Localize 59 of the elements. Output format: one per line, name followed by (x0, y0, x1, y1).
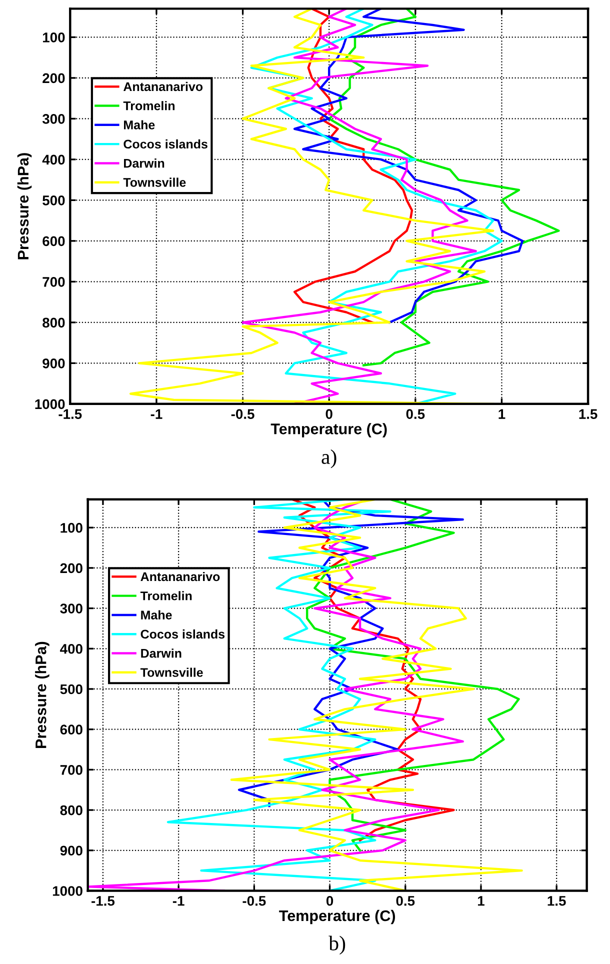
legend-label: Townsville (123, 178, 186, 187)
line-series (290, 499, 455, 842)
y-axis-title: Pressure (hPa) (17, 153, 32, 260)
legend-label: Darwin (124, 158, 164, 168)
line-series (238, 499, 464, 808)
line-series (293, 8, 524, 324)
y-tick-label: 900 (42, 358, 65, 368)
y-tick-label: 100 (60, 522, 82, 533)
x-tick-label: 0 (326, 409, 332, 419)
y-tick-label: 800 (42, 318, 65, 328)
x-tick-label: 1 (498, 409, 506, 419)
line-series (306, 499, 520, 852)
x-tick-label: 0.5 (396, 896, 415, 906)
legend-label: Mahe (124, 120, 155, 130)
legend-label: Cocos islands (140, 629, 225, 639)
x-tick-label: -0.5 (231, 409, 254, 419)
text: b) (328, 936, 346, 955)
y-tick-label: 400 (60, 644, 82, 654)
legend-label: Tromelin (140, 591, 192, 600)
legend-label: Darwin (141, 648, 182, 658)
y-tick-label: 300 (42, 114, 65, 124)
x-tick-label: -1 (172, 896, 184, 906)
y-tick-label: 600 (42, 236, 65, 246)
x-tick-label: -1.5 (92, 896, 115, 906)
legend-label: Antananarivo (140, 572, 220, 582)
x-tick-label: 0 (326, 896, 334, 906)
legend-label: Antananarivo (123, 82, 203, 92)
x-axis-title: Temperature (C) (270, 423, 387, 438)
line-series (328, 8, 560, 366)
x-tick-label: -0.5 (242, 896, 266, 906)
x-tick-label: 0.5 (406, 409, 425, 419)
y-tick-label: 900 (60, 846, 82, 856)
x-tick-label: 1 (478, 896, 484, 906)
y-tick-label: 400 (42, 154, 65, 165)
y-tick-label: 600 (60, 724, 82, 735)
y-tick-label: 100 (42, 32, 65, 42)
y-tick-label: 700 (60, 765, 82, 775)
text: a) (322, 449, 336, 468)
y-tick-label: 500 (42, 196, 65, 206)
y-tick-label: 1000 (35, 399, 65, 410)
x-tick-label: 1.5 (548, 896, 566, 906)
y-tick-label: 800 (60, 805, 82, 816)
legend-label: Tromelin (123, 101, 175, 110)
legend-label: Mahe (141, 610, 172, 620)
x-tick-label: -1.5 (58, 409, 82, 419)
line-series (293, 8, 414, 324)
y-axis-title: Pressure (hPa) (35, 642, 50, 748)
y-tick-label: 1000 (52, 886, 82, 896)
x-tick-label: -1 (150, 409, 162, 419)
y-tick-label: 700 (42, 277, 65, 287)
y-tick-label: 200 (42, 73, 65, 84)
legend-label: Cocos islands (124, 139, 208, 149)
line-series (230, 499, 523, 891)
y-tick-label: 500 (60, 684, 82, 694)
y-tick-label: 300 (60, 604, 82, 614)
x-tick-label: 1.5 (579, 409, 598, 419)
x-axis-title: Temperature (C) (279, 910, 396, 924)
legend-label: Townsville (140, 668, 203, 677)
y-tick-label: 200 (60, 563, 82, 574)
